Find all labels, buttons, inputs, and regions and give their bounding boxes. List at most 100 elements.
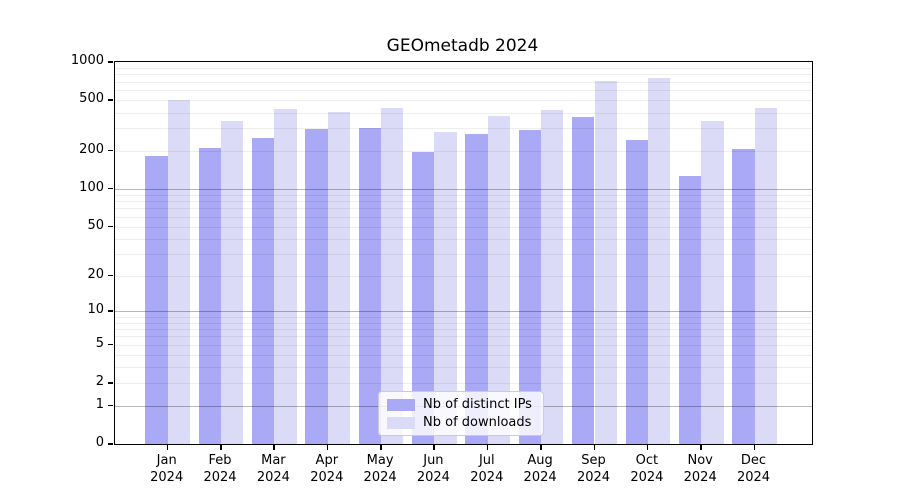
x-axis-tick — [540, 445, 542, 450]
y-axis-tick — [108, 343, 113, 346]
y-gridline-major — [115, 311, 812, 313]
x-axis-label-jul: Jul 2024 — [470, 453, 504, 485]
y-gridline-minor — [115, 329, 812, 330]
y-gridline-minor — [115, 254, 812, 256]
x-axis-tick — [486, 445, 489, 450]
x-axis-tick — [753, 445, 755, 450]
x-axis-label-apr: Apr 2024 — [310, 453, 344, 485]
x-axis-label-aug: Aug 2024 — [523, 453, 557, 485]
y-axis-tick-label: 20 — [87, 266, 104, 282]
y-gridline-minor — [115, 336, 812, 338]
y-axis-tick-label: 1 — [95, 396, 104, 412]
x-axis-tick — [700, 445, 702, 450]
x-axis-tick — [593, 445, 595, 450]
y-axis-tick-label: 2 — [95, 374, 104, 390]
bar-distinct-ips-oct — [625, 139, 648, 444]
y-axis-tick-label: 5 — [95, 335, 104, 351]
x-axis-label-jan: Jan 2024 — [150, 453, 184, 485]
y-gridline-minor — [115, 383, 812, 385]
y-gridline-minor — [115, 208, 812, 210]
y-axis-tick — [108, 404, 113, 407]
plot-area — [114, 61, 813, 445]
legend-swatch-distinct-ips — [387, 398, 415, 411]
y-gridline-minor — [115, 322, 812, 324]
y-gridline-minor — [115, 150, 812, 152]
x-axis-tick — [326, 445, 329, 450]
x-axis-label-oct: Oct 2024 — [630, 453, 664, 485]
bar-distinct-ips-jul — [465, 134, 488, 444]
y-axis-tick — [108, 61, 113, 63]
bar-distinct-ips-sep — [572, 117, 595, 444]
y-axis-tick — [108, 99, 113, 101]
y-axis-tick-label: 1000 — [70, 53, 104, 68]
chart-title: GEOmetadb 2024 — [386, 36, 539, 56]
legend: Nb of distinct IPs Nb of downloads — [378, 391, 544, 436]
y-axis-tick — [108, 149, 113, 152]
bar-distinct-ips-apr — [305, 129, 328, 444]
y-gridline-minor — [115, 201, 812, 202]
bar-downloads-sep — [594, 80, 617, 444]
bar-downloads-jul — [487, 115, 511, 444]
bar-downloads-nov — [701, 120, 724, 444]
y-gridline-minor — [115, 275, 812, 277]
y-axis-tick — [108, 310, 113, 312]
bar-downloads-apr — [327, 111, 351, 444]
x-axis-tick — [220, 445, 222, 450]
y-gridline-minor — [115, 74, 812, 76]
x-axis-label-jun: Jun 2024 — [416, 453, 450, 485]
y-axis-tick-label: 500 — [79, 91, 104, 107]
y-gridline-major — [115, 188, 812, 190]
bar-distinct-ips-nov — [678, 176, 702, 444]
bar-downloads-may — [381, 108, 404, 444]
bar-downloads-feb — [221, 121, 244, 444]
x-axis-label-sep: Sep 2024 — [576, 453, 611, 485]
bar-downloads-jun — [434, 131, 457, 444]
y-gridline-minor — [115, 128, 812, 130]
y-gridline-minor — [115, 100, 812, 102]
y-axis-tick — [108, 443, 113, 445]
x-axis-label-dec: Dec 2024 — [736, 453, 771, 485]
bar-distinct-ips-may — [358, 127, 382, 444]
x-axis-tick — [433, 445, 435, 450]
y-gridline-minor — [115, 367, 812, 369]
y-gridline-minor — [115, 194, 812, 196]
y-gridline-minor — [115, 90, 812, 92]
y-gridline-minor — [115, 238, 812, 240]
legend-item-downloads: Nb of downloads — [379, 415, 543, 430]
y-axis-tick-label: 100 — [79, 179, 104, 195]
bar-downloads-jan — [167, 100, 191, 444]
x-axis-tick — [380, 445, 382, 450]
y-axis-tick-label: 50 — [87, 217, 104, 233]
y-axis-tick — [108, 225, 113, 228]
x-axis-tick — [273, 445, 275, 450]
x-axis-tick — [166, 445, 169, 450]
bar-distinct-ips-jan — [145, 156, 168, 444]
legend-label-downloads: Nb of downloads — [423, 415, 532, 430]
y-gridline-minor — [115, 216, 812, 218]
y-gridline-minor — [115, 316, 812, 318]
y-gridline-minor — [115, 344, 812, 346]
bar-distinct-ips-aug — [518, 129, 542, 444]
y-gridline-minor — [115, 112, 812, 114]
bar-downloads-dec — [754, 107, 777, 444]
bar-distinct-ips-mar — [252, 138, 275, 444]
x-axis-label-mar: Mar 2024 — [256, 453, 290, 485]
bar-downloads-oct — [647, 78, 671, 444]
x-axis-label-may: May 2024 — [363, 453, 397, 485]
bar-distinct-ips-jun — [412, 151, 435, 444]
bar-distinct-ips-dec — [732, 149, 755, 444]
x-axis-label-feb: Feb 2024 — [203, 453, 237, 485]
bar-downloads-aug — [541, 109, 564, 444]
legend-item-distinct-ips: Nb of distinct IPs — [379, 397, 543, 412]
legend-swatch-downloads — [387, 416, 415, 429]
y-axis-tick — [108, 274, 113, 277]
y-gridline-minor — [115, 226, 812, 228]
x-axis-tick — [646, 445, 649, 450]
y-gridline-minor — [115, 67, 812, 69]
y-axis-tick — [108, 382, 113, 384]
bar-downloads-mar — [274, 108, 297, 444]
y-axis-tick-label: 10 — [87, 302, 104, 318]
bar-distinct-ips-feb — [198, 148, 222, 444]
y-axis-tick-label: 0 — [95, 435, 104, 450]
